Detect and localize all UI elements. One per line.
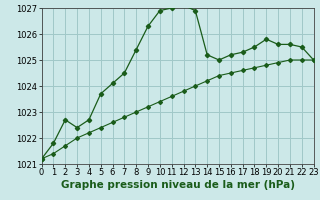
X-axis label: Graphe pression niveau de la mer (hPa): Graphe pression niveau de la mer (hPa) xyxy=(60,180,295,190)
